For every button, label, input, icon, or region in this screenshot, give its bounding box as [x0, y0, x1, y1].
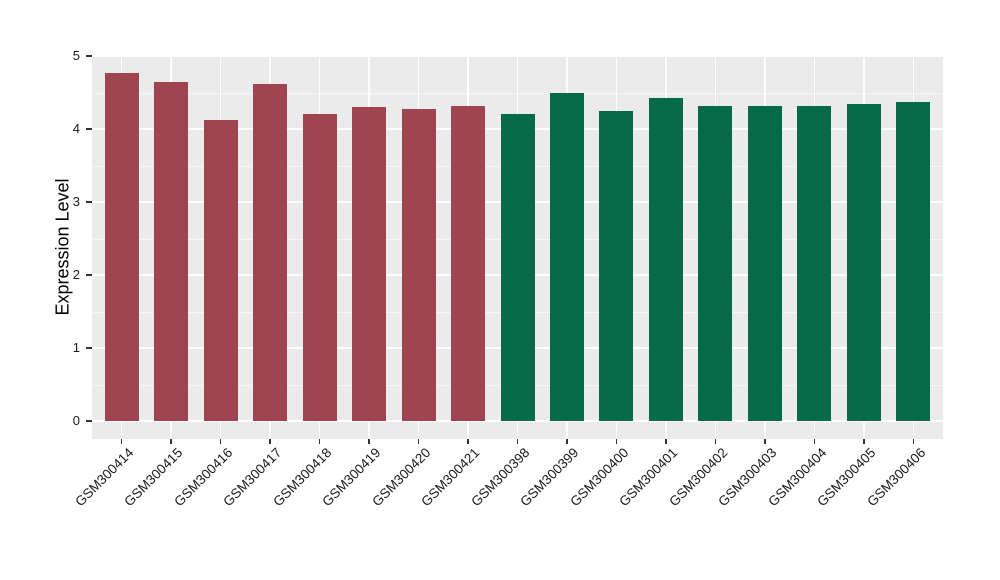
- x-tick-mark: [120, 439, 123, 444]
- bar-GSM300401: [648, 97, 683, 421]
- plot-panel: [92, 55, 943, 439]
- x-tick-mark: [269, 439, 271, 444]
- x-tick-mark: [516, 439, 519, 444]
- x-tick-mark: [912, 439, 915, 444]
- x-tick-mark: [417, 439, 420, 444]
- bar-GSM300404: [797, 105, 832, 421]
- bar-GSM300414: [104, 72, 139, 421]
- y-tick-mark: [86, 274, 92, 276]
- x-tick-mark: [764, 439, 766, 444]
- y-tick-mark: [86, 55, 92, 57]
- y-tick-label-3: 3: [72, 194, 80, 209]
- x-tick-mark: [665, 439, 667, 444]
- bar-GSM300405: [846, 104, 881, 421]
- bar-GSM300421: [451, 106, 486, 421]
- bar-GSM300419: [352, 107, 387, 421]
- bar-GSM300417: [253, 83, 288, 421]
- bar-GSM300416: [203, 119, 238, 421]
- x-tick-mark: [170, 439, 172, 444]
- y-tick-mark: [86, 201, 92, 203]
- y-tick-label-0: 0: [72, 413, 80, 428]
- bar-GSM300420: [401, 109, 436, 421]
- x-tick-mark: [368, 439, 370, 444]
- y-tick-label-4: 4: [72, 121, 80, 136]
- bar-GSM300399: [549, 92, 584, 421]
- x-tick-mark: [219, 439, 222, 444]
- bar-GSM300403: [747, 106, 782, 421]
- x-tick-mark: [615, 439, 618, 444]
- y-tick-label-5: 5: [72, 48, 80, 63]
- y-tick-label-2: 2: [72, 267, 80, 282]
- bar-GSM300400: [599, 111, 634, 421]
- x-tick-mark: [714, 439, 717, 444]
- x-tick-mark: [467, 439, 469, 444]
- x-tick-mark: [318, 439, 321, 444]
- bar-GSM300398: [500, 113, 535, 421]
- x-tick-mark: [863, 439, 865, 444]
- x-tick-mark: [566, 439, 568, 444]
- y-tick-mark: [86, 128, 92, 130]
- bar-GSM300418: [302, 113, 337, 421]
- bar-GSM300402: [698, 105, 733, 421]
- bar-GSM300406: [896, 102, 931, 421]
- y-tick-mark: [86, 347, 92, 349]
- x-tick-mark: [813, 439, 816, 444]
- y-tick-label-1: 1: [72, 340, 80, 355]
- y-tick-mark: [86, 420, 92, 422]
- bar-GSM300415: [154, 81, 189, 421]
